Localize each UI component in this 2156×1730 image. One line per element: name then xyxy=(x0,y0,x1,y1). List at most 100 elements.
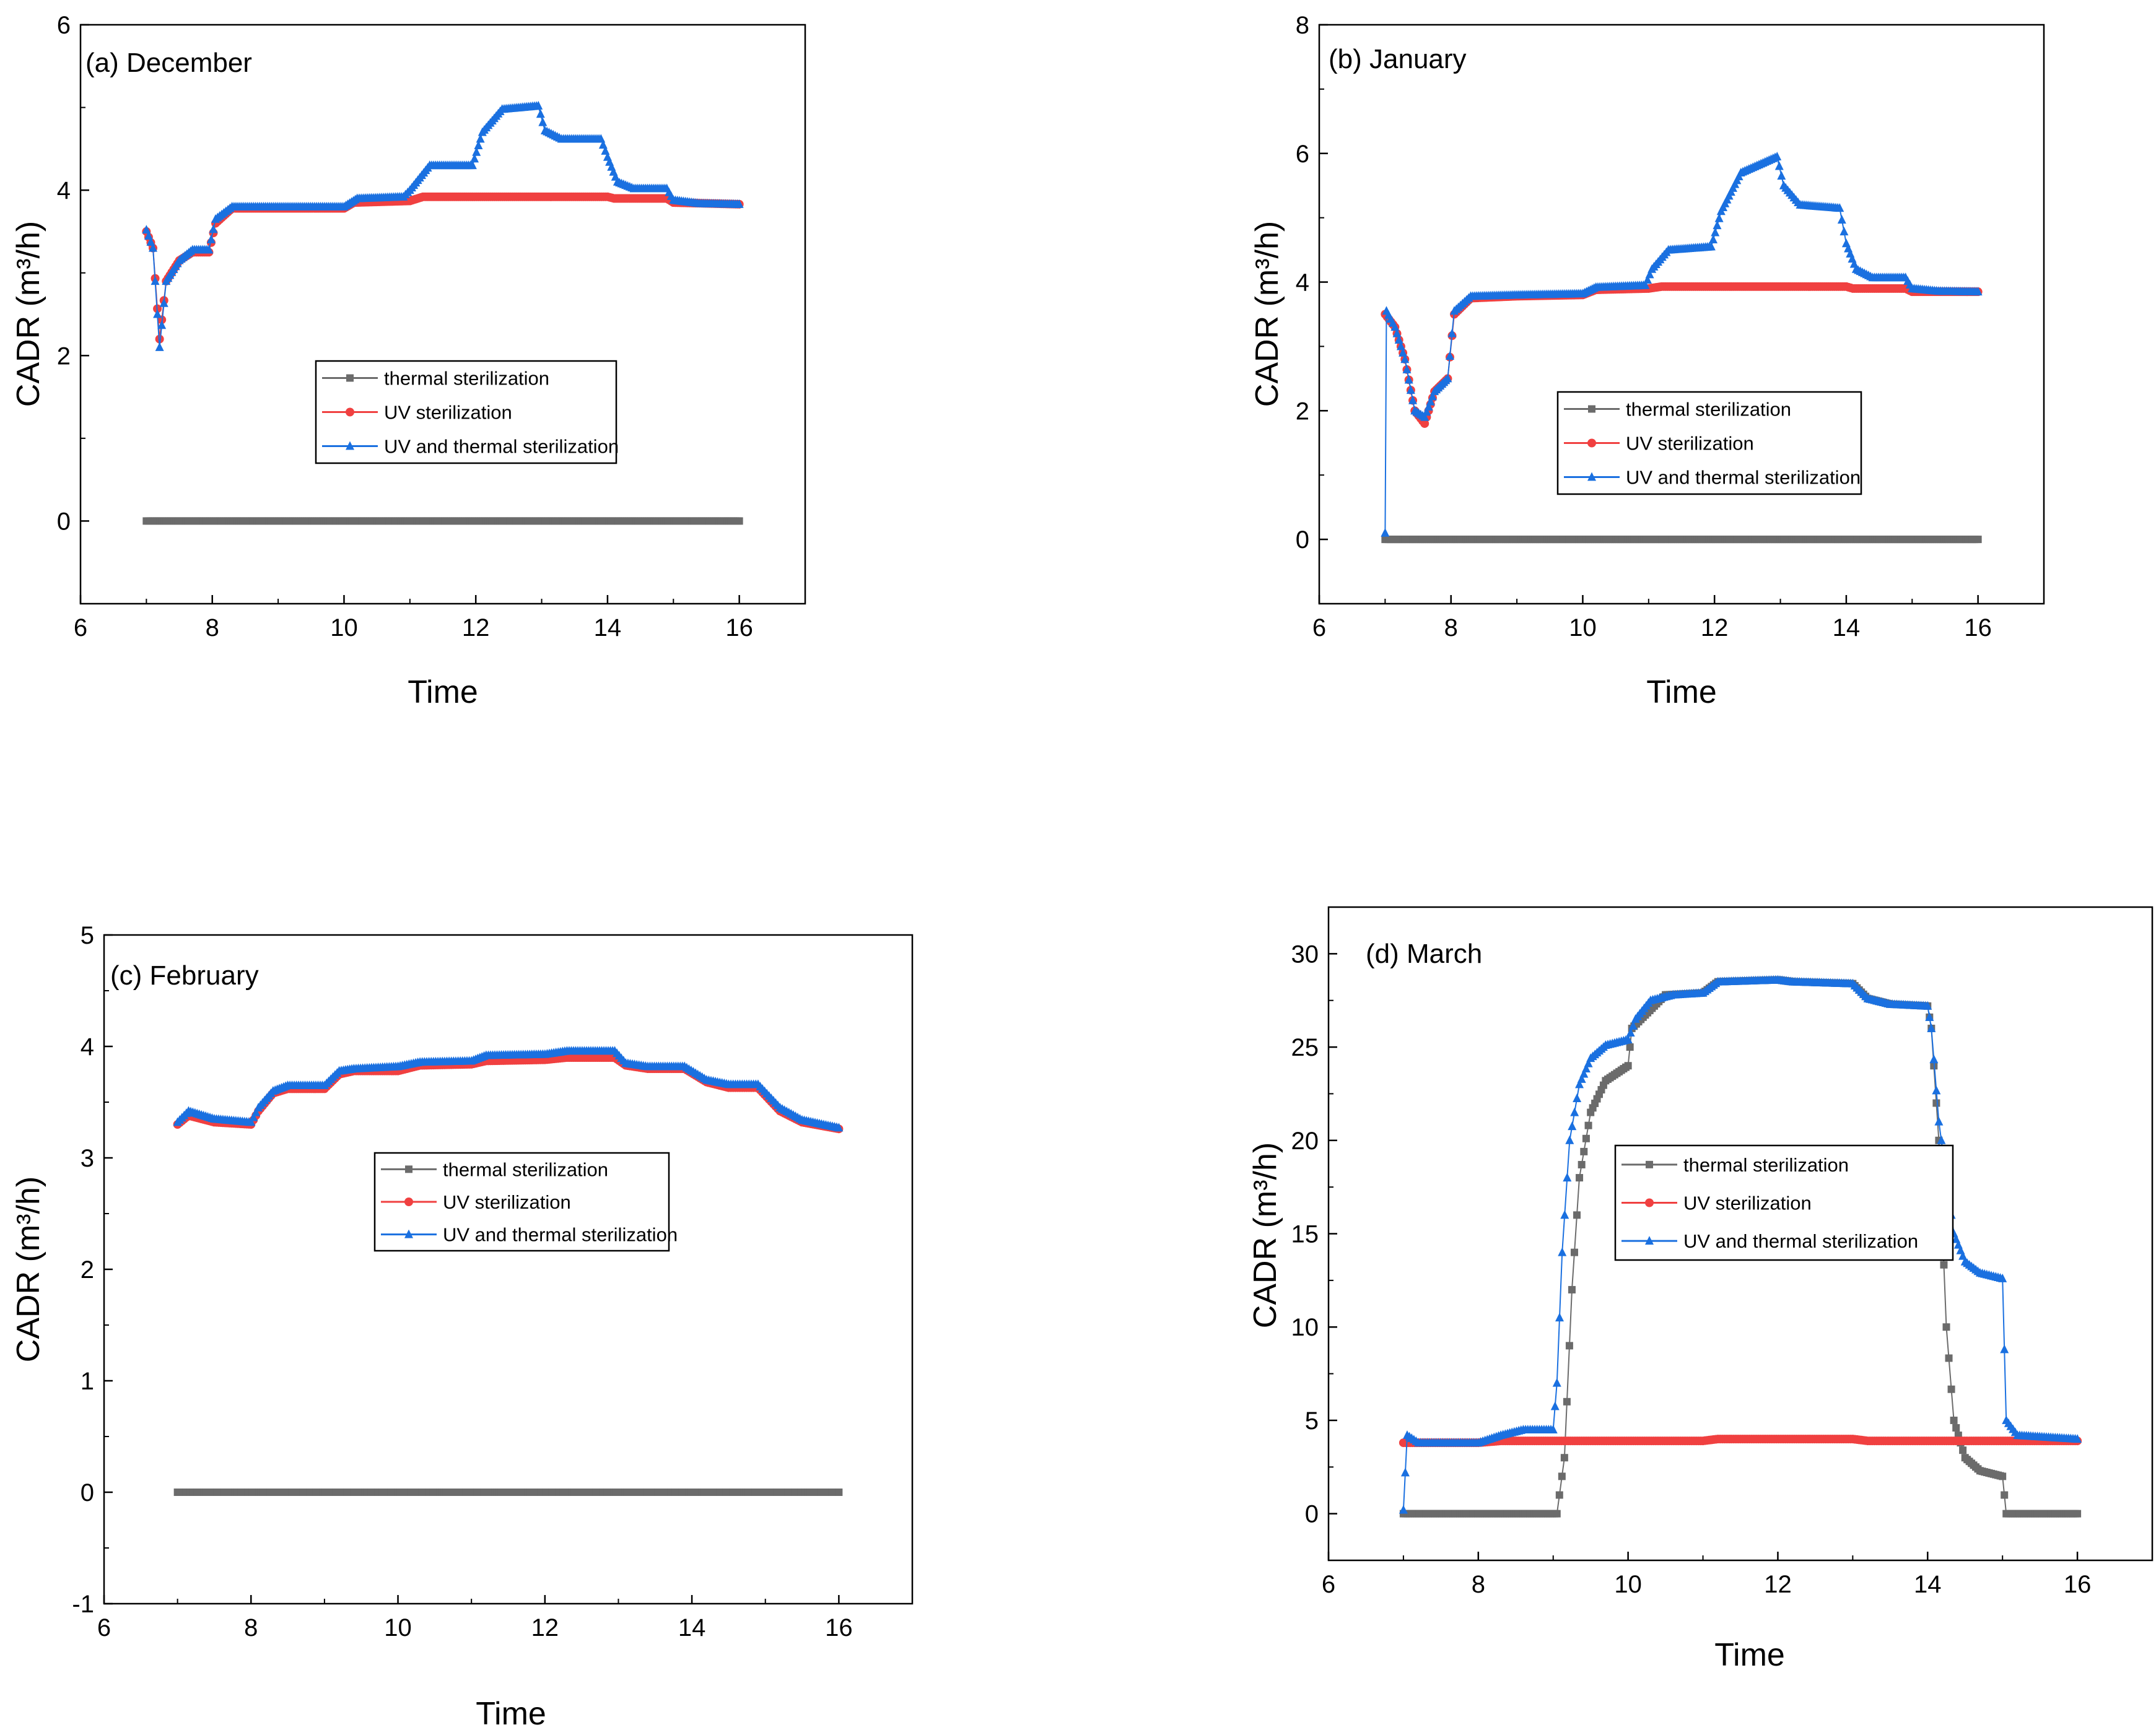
legend-label: UV sterilization xyxy=(1683,1193,1812,1214)
x-tick-label: 10 xyxy=(330,614,358,641)
data-point xyxy=(735,199,744,208)
x-tick-label: 16 xyxy=(725,614,753,641)
panel-title: (a) December xyxy=(85,48,252,78)
panel-title: (c) February xyxy=(110,960,259,991)
legend-marker xyxy=(404,1229,413,1238)
data-point xyxy=(735,517,743,525)
data-point xyxy=(1399,1505,1408,1514)
x-axis-title: Time xyxy=(476,1696,546,1730)
data-point xyxy=(1400,354,1410,363)
legend-marker xyxy=(1587,472,1596,481)
data-point xyxy=(1643,275,1652,284)
x-tick-label: 16 xyxy=(825,1614,853,1641)
x-tick-label: 14 xyxy=(1833,614,1861,641)
y-tick-label: 4 xyxy=(1296,269,1309,297)
data-point xyxy=(1937,1135,1946,1144)
x-axis-title: Time xyxy=(1646,674,1717,710)
data-point xyxy=(1777,171,1786,180)
data-point xyxy=(1584,1058,1593,1067)
x-tick-label: 8 xyxy=(1472,1571,1485,1598)
x-tick-label: 10 xyxy=(384,1614,412,1641)
y-tick-label: 1 xyxy=(81,1368,94,1395)
y-axis-title: CADR (m³/h) xyxy=(1247,1142,1283,1328)
x-tick-label: 10 xyxy=(1614,1571,1642,1598)
data-point xyxy=(476,134,485,143)
data-point xyxy=(1568,1121,1577,1131)
data-point xyxy=(1570,1107,1579,1116)
y-tick-label: 5 xyxy=(1305,1407,1319,1435)
chart-panel-february: (c) February Time CADR (m³/h) 6 8 10 12 14 16… xyxy=(11,922,914,1730)
data-point xyxy=(1714,213,1724,222)
chart-panel-december: (a) December Time CADR (m³/h) 6 8 10 12 14 16… xyxy=(11,12,806,710)
data-point xyxy=(1552,1378,1561,1387)
legend: thermal sterilization UV sterilization UV … xyxy=(1614,1144,1954,1261)
data-point xyxy=(1570,1248,1578,1256)
legend-marker xyxy=(1587,438,1596,448)
legend-marker xyxy=(1645,1198,1654,1207)
data-point xyxy=(1565,1135,1574,1144)
data-point xyxy=(1952,1424,1960,1432)
data-point xyxy=(1553,1510,1561,1518)
data-point xyxy=(835,1489,843,1496)
y-tick-label: 2 xyxy=(81,1256,94,1284)
x-tick-label: 12 xyxy=(531,1614,559,1641)
x-tick-label: 6 xyxy=(1312,614,1326,641)
data-point xyxy=(1563,1173,1572,1182)
y-tick-label: 0 xyxy=(1305,1501,1319,1528)
data-point xyxy=(1381,528,1390,537)
data-point xyxy=(1932,1099,1940,1107)
data-point xyxy=(1555,1313,1565,1322)
plot-frame xyxy=(1318,24,2045,605)
y-tick-label: 3 xyxy=(81,1145,94,1172)
data-point xyxy=(1950,1416,1958,1424)
legend-marker xyxy=(346,374,354,382)
data-point xyxy=(247,1117,256,1126)
legend: thermal sterilization UV sterilization UV … xyxy=(315,360,619,464)
data-point xyxy=(538,117,548,126)
series-markers-triangle xyxy=(1381,151,1983,537)
y-tick-label: 8 xyxy=(1296,12,1309,39)
chart-panel-january: (b) January Time CADR (m³/h) 6 8 10 12 14 16 0… xyxy=(1249,12,2045,710)
data-point xyxy=(149,243,157,252)
data-point xyxy=(1945,1354,1953,1362)
data-point xyxy=(1424,402,1433,411)
data-point xyxy=(1394,335,1403,344)
y-tick-label: 0 xyxy=(1296,526,1309,554)
data-point xyxy=(155,342,164,351)
y-tick-label: 0 xyxy=(81,1479,94,1506)
data-point xyxy=(1443,373,1452,383)
legend-label: UV and thermal sterilization xyxy=(443,1224,678,1246)
y-tick-label: 10 xyxy=(1291,1314,1319,1341)
data-point xyxy=(1923,1001,1932,1010)
x-tick-label: 8 xyxy=(1444,614,1458,641)
data-point xyxy=(1555,1491,1563,1499)
data-point xyxy=(474,141,483,150)
series-markers-square xyxy=(1381,536,1982,544)
data-point xyxy=(1400,1467,1410,1477)
y-tick-label: 4 xyxy=(57,177,71,204)
data-point xyxy=(1925,1012,1934,1021)
x-tick-label: 12 xyxy=(1701,614,1729,641)
y-tick-label: 15 xyxy=(1291,1221,1319,1248)
data-point xyxy=(1713,220,1722,230)
data-point xyxy=(834,1123,844,1132)
data-point xyxy=(1624,1062,1632,1070)
data-point xyxy=(1974,536,1982,544)
x-axis-title: Time xyxy=(1714,1637,1785,1673)
x-tick-label: 12 xyxy=(462,614,490,641)
data-point xyxy=(1626,1027,1635,1037)
x-tick-label: 14 xyxy=(678,1614,706,1641)
panel-title: (d) March xyxy=(1366,939,1482,969)
y-axis-title: CADR (m³/h) xyxy=(11,1176,46,1362)
x-tick-label: 6 xyxy=(1322,1571,1335,1598)
x-tick-label: 16 xyxy=(2064,1571,2092,1598)
legend-marker xyxy=(1645,1236,1654,1245)
data-point xyxy=(251,1107,261,1116)
x-axis-title: Time xyxy=(408,674,478,710)
data-point xyxy=(1628,1020,1638,1030)
data-point xyxy=(472,147,481,156)
data-point xyxy=(1581,1064,1591,1073)
data-point xyxy=(1558,1472,1566,1480)
